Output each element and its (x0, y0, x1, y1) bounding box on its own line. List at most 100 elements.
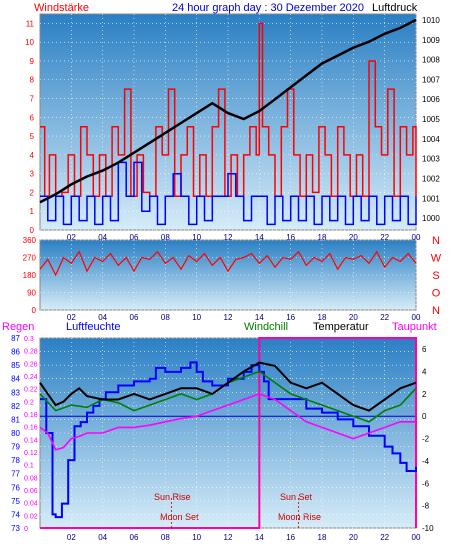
x-tick-label: 12 (224, 233, 233, 242)
temperature-tick-label: -2 (422, 435, 430, 444)
humidity-tick-label: 85 (11, 361, 20, 370)
rain-tick-label: 0.3 (24, 336, 34, 343)
temperature-tick-label: -10 (422, 524, 434, 533)
wind-axis-title: Windstärke (34, 2, 89, 14)
humidity-tick-label: 81 (11, 415, 20, 424)
y-right-tick-label: 1002 (422, 174, 440, 183)
chart-marks: 02 04 06 08 10 12 14 16 18 20 22 000123456789101110… (11, 14, 442, 542)
temperature-tick-label: 6 (422, 345, 427, 354)
y-right-tick-label: 1000 (422, 214, 440, 223)
y-tick-label: 360 (23, 236, 37, 245)
x-tick-label: 10 (192, 533, 201, 542)
humidity-tick-label: 78 (11, 456, 20, 465)
humidity-tick-label: 73 (11, 524, 20, 533)
x-tick-label: 00 (412, 233, 421, 242)
x-tick-label: 04 (98, 533, 107, 542)
humidity-tick-label: 75 (11, 497, 20, 506)
y-tick-label: 11 (26, 19, 35, 28)
rain-tick-label: 0.24 (24, 374, 38, 381)
x-tick-label: 00 (412, 533, 421, 542)
temperature-tick-label: 2 (422, 390, 427, 399)
x-tick-label: 04 (98, 233, 107, 242)
humidity-tick-label: 80 (11, 429, 20, 438)
y-tick-label: 8 (30, 76, 35, 85)
compass-label: N (432, 235, 440, 247)
x-tick-label: 10 (192, 313, 201, 322)
x-tick-label: 18 (318, 313, 327, 322)
x-tick-label: 08 (161, 533, 170, 542)
x-tick-label: 08 (161, 233, 170, 242)
windchill-label: Windchill (244, 321, 288, 333)
x-tick-label: 14 (255, 313, 264, 322)
pressure-line (39, 18, 417, 204)
compass-label: W (431, 253, 442, 265)
humidity-line (40, 361, 417, 519)
dewpoint-label: Taupunkt (392, 321, 437, 333)
humidity-tick-label: 76 (11, 483, 20, 492)
x-tick-label: 06 (130, 533, 139, 542)
pressure-axis-title: Luftdruck (372, 2, 418, 14)
y-right-tick-label: 1009 (422, 36, 440, 45)
rain-label: Regen (2, 321, 34, 333)
rain-tick-label: 0.1 (24, 463, 34, 470)
y-tick-label: 270 (23, 254, 37, 263)
x-tick-label: 20 (349, 233, 358, 242)
wind-average-line (40, 161, 417, 226)
rain-tick-label: 0.12 (24, 450, 38, 457)
x-tick-label: 16 (286, 313, 295, 322)
humidity-tick-label: 83 (11, 388, 20, 397)
x-tick-label: 14 (255, 533, 264, 542)
rain-tick-label: 0.28 (24, 349, 38, 356)
y-tick-label: 90 (27, 289, 36, 298)
x-tick-label: 22 (380, 233, 389, 242)
wind-speed-line (40, 22, 417, 197)
y-right-tick-label: 1007 (422, 75, 440, 84)
temperature-line (39, 361, 417, 412)
y-right-tick-label: 1008 (422, 56, 440, 65)
rain-tick-label: 0.2 (24, 399, 34, 406)
chart-title: 24 hour graph day : 30 Dezember 2020 (172, 2, 364, 14)
y-right-tick-label: 1010 (422, 16, 440, 25)
x-tick-label: 04 (98, 313, 107, 322)
rain-tick-label: 0.14 (24, 437, 38, 444)
rain-tick-label: 0.08 (24, 475, 38, 482)
x-tick-label: 08 (161, 313, 170, 322)
temperature-label: Temperatur (313, 321, 369, 333)
sun-rise-label: Sun Rise (154, 492, 191, 502)
temperature-tick-label: 4 (422, 368, 427, 377)
humidity-label: Luftfeuchte (66, 321, 120, 333)
x-tick-label: 22 (380, 533, 389, 542)
rain-tick-label: 0.26 (24, 361, 38, 368)
y-tick-label: 1 (30, 207, 35, 216)
y-tick-label: 5 (30, 132, 35, 141)
y-tick-label: 180 (23, 271, 37, 280)
rain-total-line (40, 337, 417, 529)
x-tick-label: 10 (192, 233, 201, 242)
y-tick-label: 4 (30, 151, 35, 160)
y-right-tick-label: 1006 (422, 95, 440, 104)
y-right-tick-label: 1001 (422, 194, 440, 203)
sun-set-label: Sun Set (280, 492, 313, 502)
x-tick-label: 18 (318, 233, 327, 242)
x-tick-label: 06 (130, 233, 139, 242)
wind-direction-line (39, 250, 417, 277)
y-right-tick-label: 1003 (422, 155, 440, 164)
rain-tick-label: 0.04 (24, 501, 38, 508)
temperature-tick-label: -8 (422, 502, 430, 511)
humidity-tick-label: 87 (11, 334, 20, 343)
x-tick-label: 16 (286, 233, 295, 242)
x-tick-label: 22 (380, 313, 389, 322)
y-tick-label: 2 (30, 188, 35, 197)
x-tick-label: 20 (349, 533, 358, 542)
moon-set-label: Moon Set (160, 512, 199, 522)
humidity-tick-label: 82 (11, 402, 20, 411)
x-tick-label: 20 (349, 313, 358, 322)
compass-label: N (432, 305, 440, 317)
x-tick-label: 18 (318, 533, 327, 542)
rain-tick-label: 0.06 (24, 488, 38, 495)
dewpoint-line (39, 393, 416, 451)
humidity-tick-label: 79 (11, 443, 20, 452)
compass-label: S (432, 270, 439, 282)
y-tick-label: 6 (30, 113, 35, 122)
y-right-tick-label: 1005 (422, 115, 440, 124)
